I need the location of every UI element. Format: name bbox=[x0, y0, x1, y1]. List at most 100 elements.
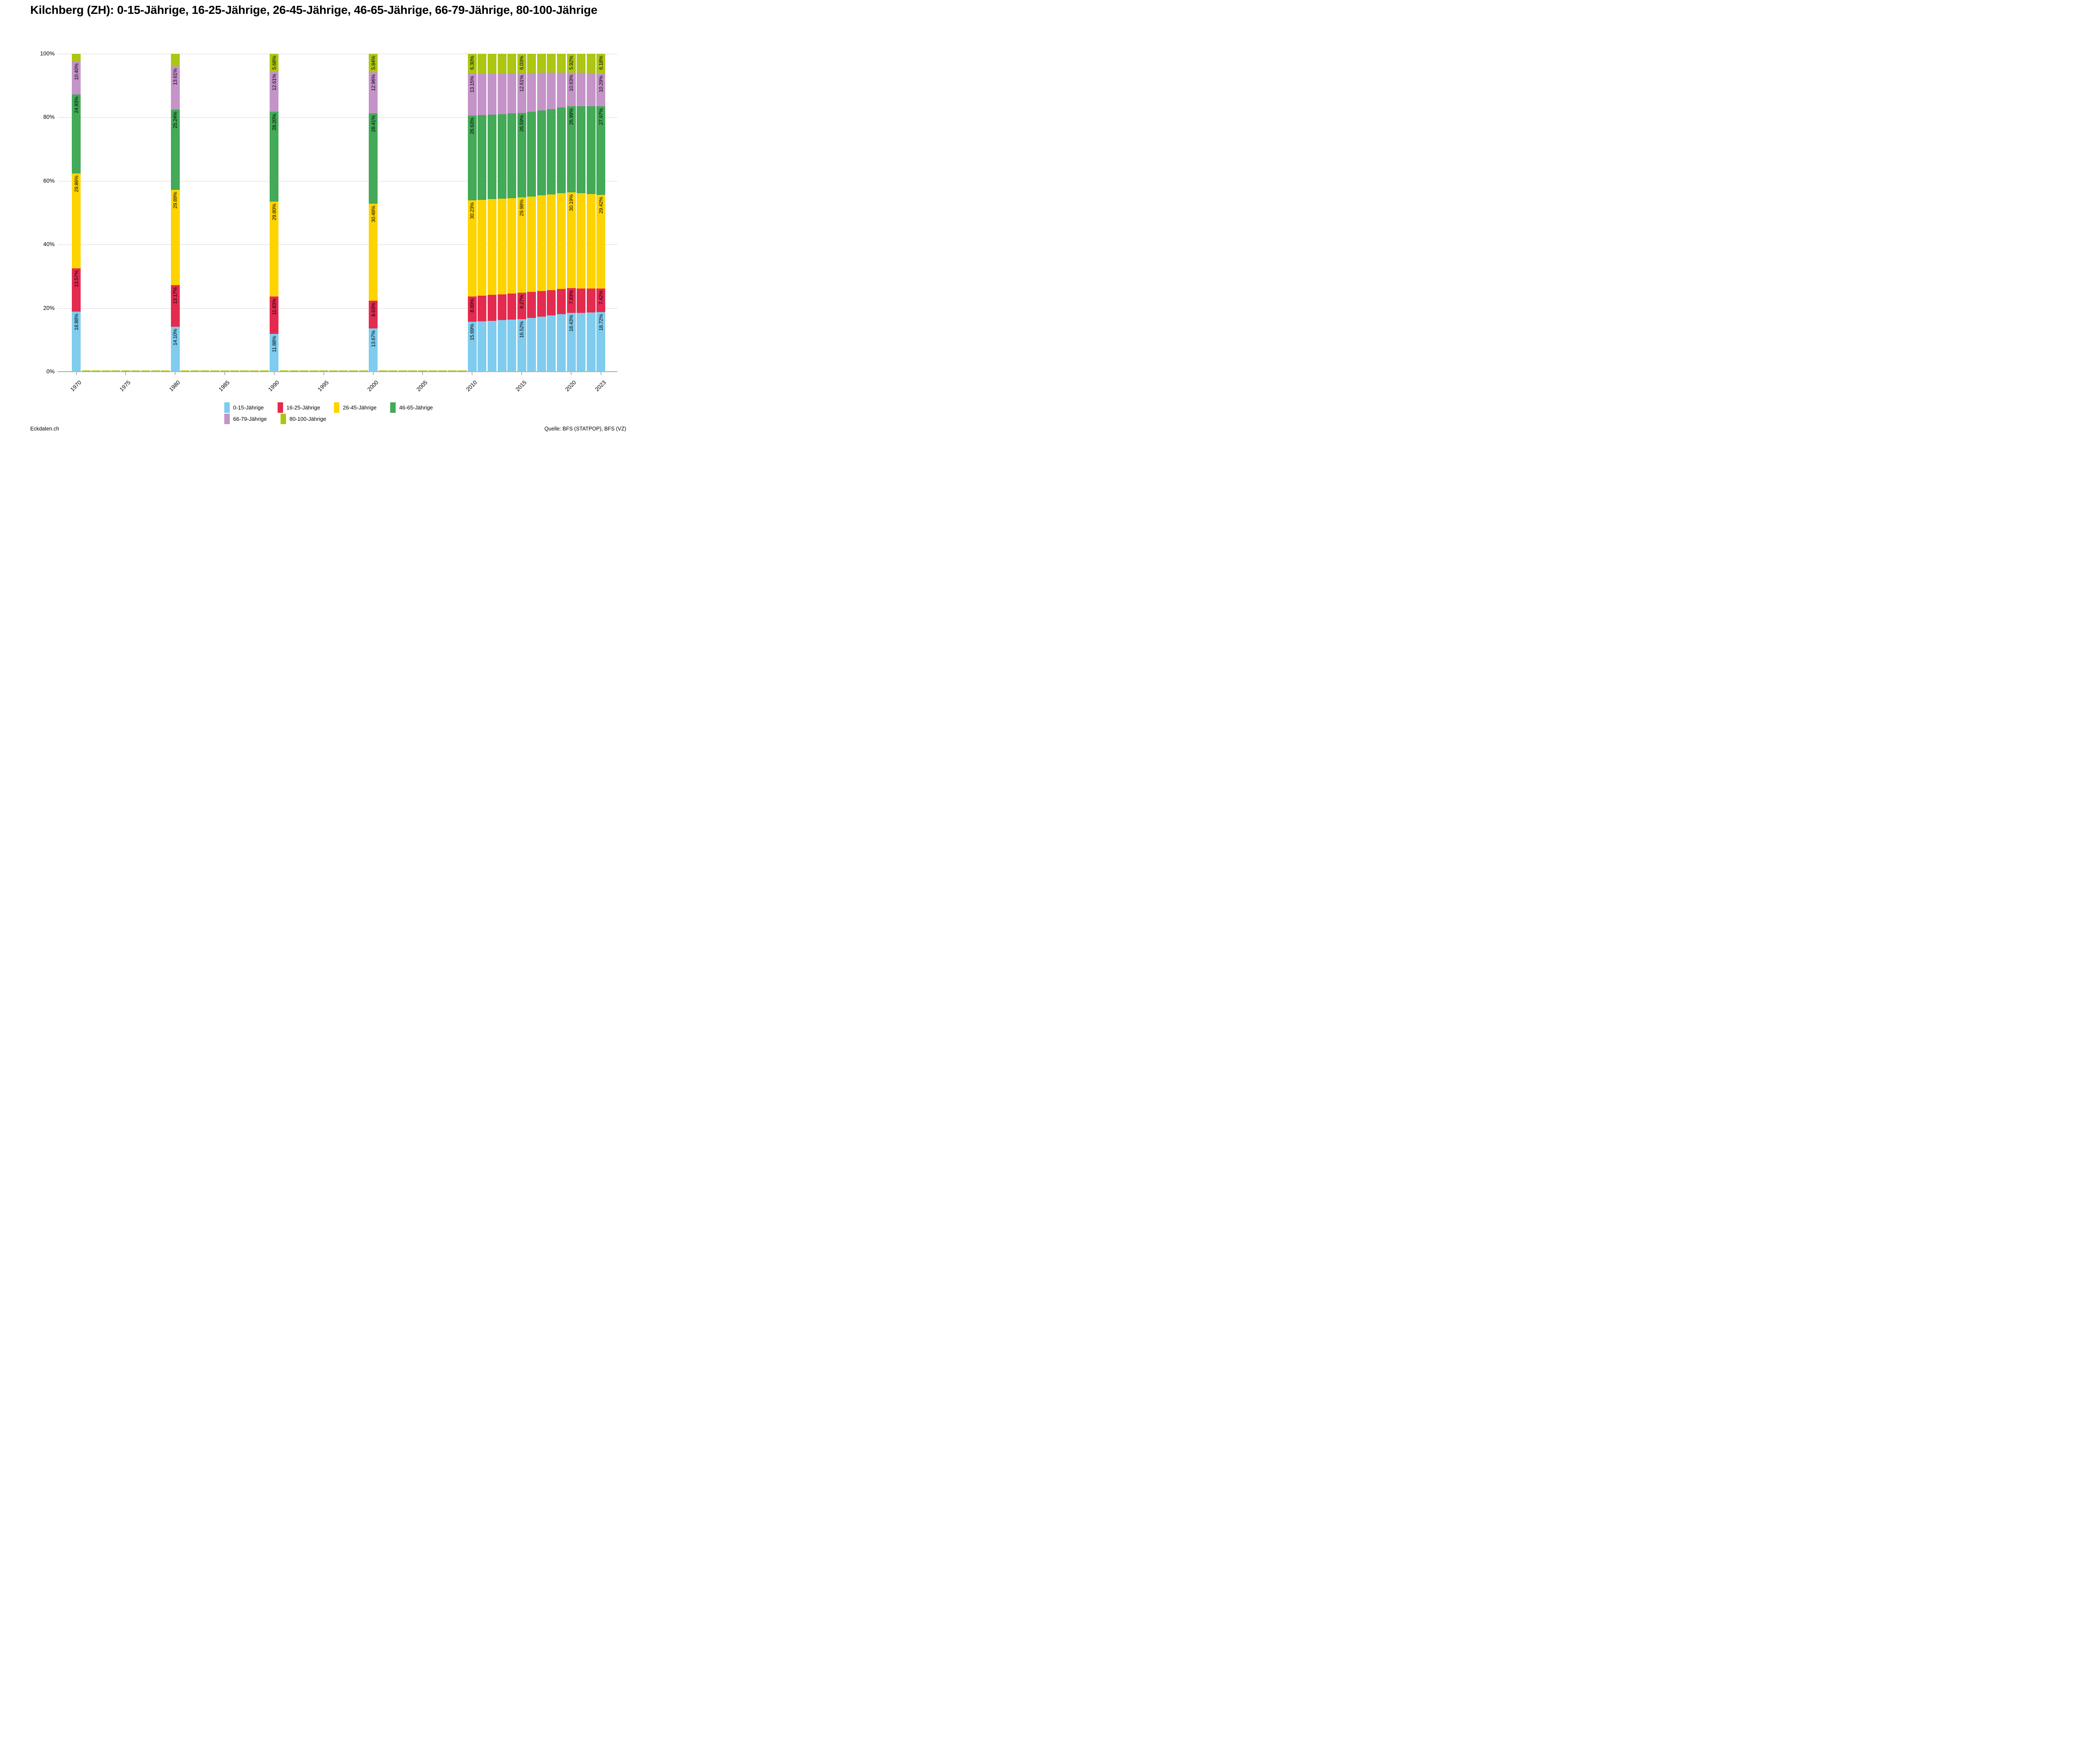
bar-2016-segment-80-100-Jährige[interactable] bbox=[527, 54, 536, 73]
legend-item-80-100-Jährige[interactable]: 80-100-Jährige bbox=[281, 414, 326, 424]
bar-2012-segment-46-65-Jährige[interactable] bbox=[487, 114, 496, 199]
bar-2012-segment-80-100-Jährige[interactable] bbox=[487, 54, 496, 73]
legend-item-16-25-Jährige[interactable]: 16-25-Jährige bbox=[278, 402, 320, 413]
bar-2012-segment-66-79-Jährige[interactable] bbox=[487, 73, 496, 115]
legend-item-66-79-Jährige[interactable]: 66-79-Jährige bbox=[224, 414, 267, 424]
bar-1970-segment-0-15-Jährige[interactable] bbox=[72, 312, 81, 372]
bar-1970-segment-80-100-Jährige[interactable] bbox=[72, 54, 81, 61]
bar-2010-segment-46-65-Jährige[interactable] bbox=[467, 115, 477, 200]
bar-2020-segment-16-25-Jährige[interactable] bbox=[567, 288, 576, 313]
bar-2018-segment-80-100-Jährige[interactable] bbox=[547, 54, 556, 73]
bar-2020-segment-0-15-Jährige[interactable] bbox=[567, 313, 576, 372]
bar-2012-segment-0-15-Jährige[interactable] bbox=[487, 320, 496, 372]
bar-2021-segment-16-25-Jährige[interactable] bbox=[577, 288, 586, 313]
bar-1970-segment-66-79-Jährige[interactable] bbox=[72, 61, 81, 94]
bar-2023-segment-80-100-Jährige[interactable] bbox=[596, 54, 606, 73]
bar-2020-segment-26-45-Jährige[interactable] bbox=[567, 192, 576, 289]
bar-2022-segment-66-79-Jährige[interactable] bbox=[586, 73, 596, 106]
bar-2016-segment-46-65-Jährige[interactable] bbox=[527, 112, 536, 197]
bar-2022-segment-46-65-Jährige[interactable] bbox=[586, 106, 596, 194]
bar-1970-segment-16-25-Jährige[interactable] bbox=[72, 268, 81, 312]
bar-1970-segment-26-45-Jährige[interactable] bbox=[72, 173, 81, 269]
bar-2011-segment-26-45-Jährige[interactable] bbox=[478, 199, 487, 296]
bar-2015-segment-46-65-Jährige[interactable] bbox=[517, 113, 526, 198]
bar-2013-segment-16-25-Jährige[interactable] bbox=[497, 294, 507, 320]
bar-2011-segment-16-25-Jährige[interactable] bbox=[478, 296, 487, 321]
bar-2017-segment-46-65-Jährige[interactable] bbox=[537, 110, 546, 196]
bar-2022-segment-80-100-Jährige[interactable] bbox=[586, 54, 596, 73]
bar-2018-segment-0-15-Jährige[interactable] bbox=[547, 315, 556, 372]
bar-2023-segment-0-15-Jährige[interactable] bbox=[596, 312, 606, 372]
bar-2013-segment-0-15-Jährige[interactable] bbox=[497, 320, 507, 372]
bar-2021-segment-80-100-Jährige[interactable] bbox=[577, 54, 586, 73]
bar-2011-segment-0-15-Jährige[interactable] bbox=[478, 321, 487, 372]
bar-2022-segment-0-15-Jährige[interactable] bbox=[586, 312, 596, 372]
bar-2014-segment-16-25-Jährige[interactable] bbox=[507, 294, 517, 320]
bar-2018-segment-46-65-Jährige[interactable] bbox=[547, 109, 556, 194]
bar-2011-segment-46-65-Jährige[interactable] bbox=[478, 115, 487, 200]
bar-2019-segment-16-25-Jährige[interactable] bbox=[556, 289, 566, 315]
bar-1990-segment-80-100-Jährige[interactable] bbox=[270, 54, 279, 72]
bar-2019-segment-66-79-Jährige[interactable] bbox=[556, 73, 566, 108]
bar-2017-segment-26-45-Jährige[interactable] bbox=[537, 195, 546, 291]
bar-2012-segment-16-25-Jährige[interactable] bbox=[487, 295, 496, 321]
bar-2012-segment-26-45-Jährige[interactable] bbox=[487, 199, 496, 295]
bar-2010-segment-80-100-Jährige[interactable] bbox=[467, 54, 477, 74]
bar-2019-segment-26-45-Jährige[interactable] bbox=[556, 193, 566, 289]
bar-2000-segment-46-65-Jährige[interactable] bbox=[369, 113, 378, 204]
bar-2015-segment-0-15-Jährige[interactable] bbox=[517, 319, 526, 372]
bar-2014-segment-66-79-Jährige[interactable] bbox=[507, 73, 517, 114]
bar-2021-segment-26-45-Jährige[interactable] bbox=[577, 193, 586, 289]
bar-2019-segment-80-100-Jährige[interactable] bbox=[556, 54, 566, 73]
bar-2000-segment-0-15-Jährige[interactable] bbox=[369, 328, 378, 372]
bar-2020-segment-66-79-Jährige[interactable] bbox=[567, 72, 576, 107]
bar-2010-segment-0-15-Jährige[interactable] bbox=[467, 322, 477, 372]
bar-2000-segment-66-79-Jährige[interactable] bbox=[369, 72, 378, 114]
bar-1990-segment-26-45-Jährige[interactable] bbox=[270, 201, 279, 296]
bar-2018-segment-26-45-Jährige[interactable] bbox=[547, 194, 556, 290]
bar-2017-segment-80-100-Jährige[interactable] bbox=[537, 54, 546, 73]
bar-2023-segment-26-45-Jährige[interactable] bbox=[596, 195, 606, 289]
bar-2017-segment-0-15-Jährige[interactable] bbox=[537, 317, 546, 372]
bar-2014-segment-26-45-Jährige[interactable] bbox=[507, 198, 517, 294]
bar-1990-segment-16-25-Jährige[interactable] bbox=[270, 296, 279, 334]
legend-item-0-15-Jährige[interactable]: 0-15-Jährige bbox=[224, 402, 264, 413]
legend-item-26-45-Jährige[interactable]: 26-45-Jährige bbox=[334, 402, 376, 413]
bar-2023-segment-16-25-Jährige[interactable] bbox=[596, 289, 606, 312]
bar-2019-segment-0-15-Jährige[interactable] bbox=[556, 314, 566, 372]
bar-2016-segment-26-45-Jährige[interactable] bbox=[527, 196, 536, 292]
bar-2015-segment-80-100-Jährige[interactable] bbox=[517, 54, 526, 73]
bar-2011-segment-80-100-Jährige[interactable] bbox=[478, 54, 487, 74]
bar-2015-segment-26-45-Jährige[interactable] bbox=[517, 197, 526, 293]
bar-2015-segment-16-25-Jährige[interactable] bbox=[517, 293, 526, 319]
bar-1970-segment-46-65-Jährige[interactable] bbox=[72, 94, 81, 174]
bar-2020-segment-80-100-Jährige[interactable] bbox=[567, 54, 576, 73]
bar-2013-segment-26-45-Jährige[interactable] bbox=[497, 198, 507, 294]
bar-2010-segment-16-25-Jährige[interactable] bbox=[467, 296, 477, 322]
bar-1980-segment-26-45-Jährige[interactable] bbox=[171, 190, 180, 285]
bar-2014-segment-80-100-Jährige[interactable] bbox=[507, 54, 517, 73]
bar-2023-segment-46-65-Jährige[interactable] bbox=[596, 106, 606, 195]
bar-2019-segment-46-65-Jährige[interactable] bbox=[556, 108, 566, 194]
bar-1980-segment-0-15-Jährige[interactable] bbox=[171, 327, 180, 372]
bar-2021-segment-46-65-Jährige[interactable] bbox=[577, 106, 586, 193]
bar-2014-segment-0-15-Jährige[interactable] bbox=[507, 320, 517, 372]
bar-2020-segment-46-65-Jährige[interactable] bbox=[567, 106, 576, 192]
bar-2000-segment-16-25-Jährige[interactable] bbox=[369, 301, 378, 328]
bar-2017-segment-16-25-Jährige[interactable] bbox=[537, 291, 546, 317]
bar-2013-segment-80-100-Jährige[interactable] bbox=[497, 54, 507, 73]
bar-2021-segment-0-15-Jährige[interactable] bbox=[577, 312, 586, 372]
bar-2000-segment-26-45-Jährige[interactable] bbox=[369, 204, 378, 301]
bar-1980-segment-46-65-Jährige[interactable] bbox=[171, 110, 180, 190]
bar-2016-segment-0-15-Jährige[interactable] bbox=[527, 318, 536, 372]
bar-2013-segment-66-79-Jährige[interactable] bbox=[497, 73, 507, 114]
bar-2018-segment-66-79-Jährige[interactable] bbox=[547, 73, 556, 109]
bar-2023-segment-66-79-Jährige[interactable] bbox=[596, 73, 606, 106]
bar-2011-segment-66-79-Jährige[interactable] bbox=[478, 73, 487, 115]
bar-2015-segment-66-79-Jährige[interactable] bbox=[517, 73, 526, 113]
bar-2017-segment-66-79-Jährige[interactable] bbox=[537, 73, 546, 110]
bar-2016-segment-16-25-Jährige[interactable] bbox=[527, 292, 536, 318]
bar-2014-segment-46-65-Jährige[interactable] bbox=[507, 113, 517, 198]
bar-1990-segment-66-79-Jährige[interactable] bbox=[270, 71, 279, 112]
legend-item-46-65-Jährige[interactable]: 46-65-Jährige bbox=[390, 402, 433, 413]
